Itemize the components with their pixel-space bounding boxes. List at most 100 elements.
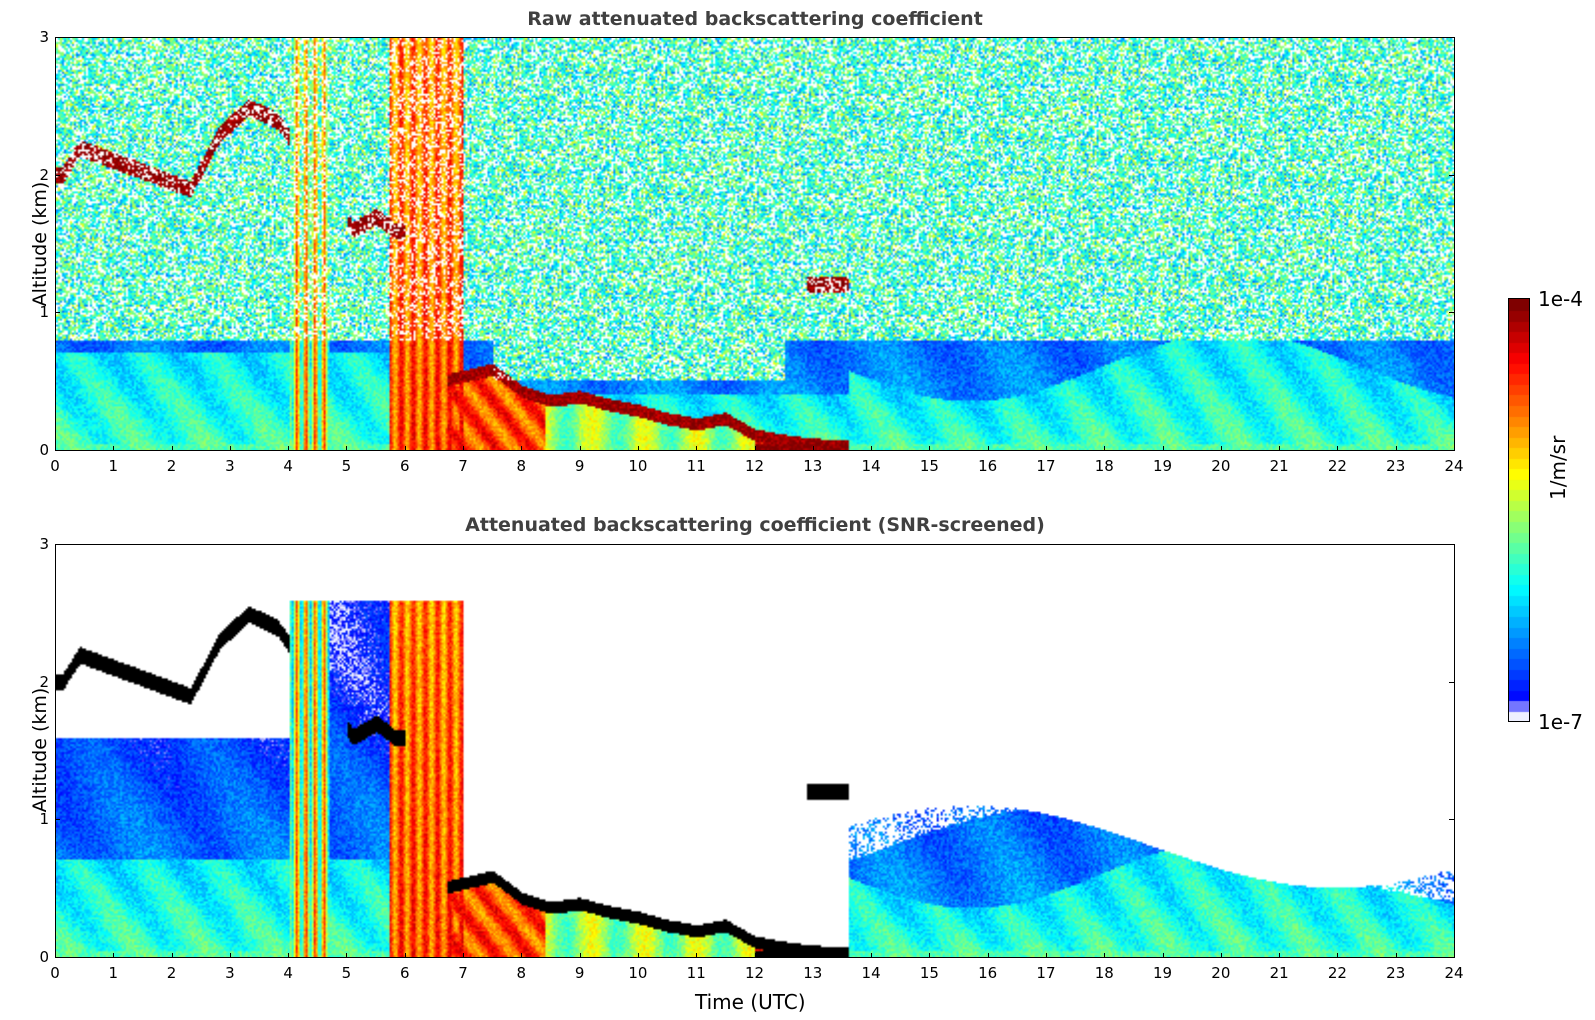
x-tick-label: 16 [978,457,998,475]
x-tick-label: 12 [744,964,765,982]
y-tick-mark [55,174,60,176]
y-tick-mark [1449,681,1454,683]
x-tick-label: 22 [1327,457,1347,475]
y-tick-mark [55,957,60,958]
x-tick-label: 7 [458,964,468,982]
y-tick-mark [1449,174,1454,176]
x-tick-label: 3 [225,964,235,982]
x-tick-mark [637,446,639,451]
bottom-y-axis-label: Altitude (km) [29,687,51,813]
colorbar-gradient [1509,299,1529,721]
x-tick-label: 24 [1444,964,1464,982]
y-tick-mark [55,37,60,38]
x-tick-mark [871,953,873,958]
x-tick-label: 15 [919,457,939,475]
x-tick-mark [929,953,931,958]
x-tick-mark [579,446,581,451]
x-tick-label: 23 [1386,964,1406,982]
x-tick-label: 5 [341,964,352,982]
x-tick-mark [754,953,756,958]
y-tick-mark [1449,819,1454,821]
x-tick-mark [288,953,290,958]
x-tick-label: 0 [50,457,60,475]
x-tick-mark [579,953,581,958]
x-tick-mark [1454,446,1455,451]
x-tick-label: 13 [803,457,823,475]
x-tick-mark [812,953,814,958]
x-tick-mark [929,446,931,451]
x-tick-label: 10 [628,457,648,475]
y-tick-label: 3 [39,28,49,46]
x-tick-label: 1 [108,964,119,982]
y-tick-mark [1449,544,1454,545]
x-tick-label: 3 [225,457,235,475]
x-tick-label: 4 [283,964,293,982]
x-tick-mark [1220,446,1222,451]
x-tick-label: 1 [108,457,119,475]
x-tick-label: 7 [458,457,468,475]
x-tick-label: 20 [1211,457,1231,475]
x-tick-label: 9 [574,457,585,475]
y-tick-label: 1 [39,303,49,322]
y-tick-label: 2 [39,165,49,184]
x-tick-mark [229,446,231,451]
y-tick-mark [55,681,60,683]
x-tick-mark [1104,446,1106,451]
x-tick-mark [113,446,115,451]
x-tick-mark [1395,953,1397,958]
x-tick-label: 21 [1269,457,1289,475]
x-tick-mark [229,953,231,958]
x-tick-mark [754,446,756,451]
x-tick-label: 2 [166,457,177,475]
x-tick-label: 4 [283,457,293,475]
x-tick-mark [871,446,873,451]
top-heatmap-panel [55,37,1455,451]
x-tick-label: 8 [516,457,527,475]
x-tick-mark [637,953,639,958]
bottom-chart-title: Attenuated backscattering coefficient (S… [465,514,1045,536]
x-tick-mark [521,446,523,451]
x-tick-label: 13 [803,964,823,982]
y-tick-mark [1449,957,1454,958]
x-tick-label: 18 [1094,457,1114,475]
x-tick-label: 5 [341,457,352,475]
x-tick-label: 22 [1327,964,1347,982]
x-tick-mark [696,953,698,958]
x-tick-mark [463,953,465,958]
x-tick-mark [404,446,406,451]
x-tick-label: 18 [1094,964,1114,982]
y-tick-mark [1449,312,1454,314]
colorbar-max-label: 1e-4 [1538,287,1583,311]
x-tick-label: 15 [919,964,939,982]
x-tick-label: 11 [686,964,706,982]
top-heatmap-canvas [56,38,1454,450]
bottom-heatmap-canvas [56,545,1454,957]
y-tick-label: 3 [39,535,49,553]
colorbar [1508,298,1530,722]
x-tick-mark [171,446,173,451]
y-tick-label: 1 [39,810,49,829]
x-tick-mark [404,953,406,958]
x-tick-label: 19 [1152,457,1173,475]
x-tick-label: 10 [628,964,648,982]
x-tick-mark [1454,953,1455,958]
colorbar-unit-label: 1/m/sr [1546,435,1570,500]
y-tick-mark [1449,37,1454,38]
x-tick-mark [1162,953,1164,958]
x-tick-mark [1045,446,1047,451]
y-tick-mark [55,544,60,545]
x-tick-label: 21 [1269,964,1289,982]
bottom-heatmap-panel [55,544,1455,958]
x-tick-mark [521,953,523,958]
x-tick-label: 14 [861,457,881,475]
x-axis-label: Time (UTC) [695,990,806,1014]
x-tick-mark [55,446,56,451]
x-tick-label: 20 [1211,964,1231,982]
x-tick-mark [696,446,698,451]
x-tick-mark [1045,953,1047,958]
x-tick-label: 9 [574,964,585,982]
x-tick-label: 19 [1152,964,1173,982]
x-tick-label: 24 [1444,457,1464,475]
x-tick-label: 23 [1386,457,1406,475]
x-tick-mark [113,953,115,958]
